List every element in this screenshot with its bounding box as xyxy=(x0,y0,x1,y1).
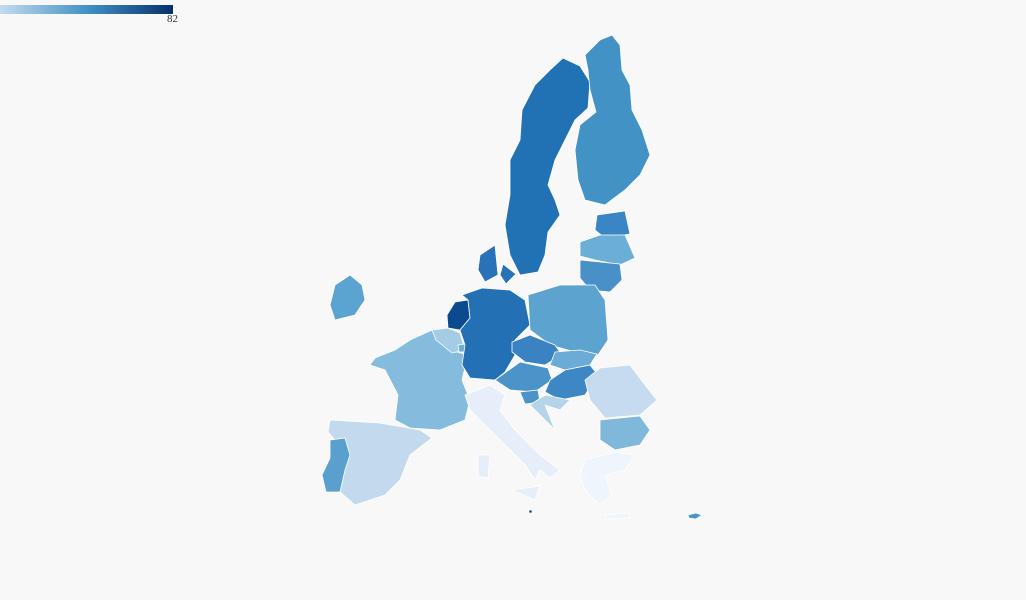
region-finland[interactable] xyxy=(574,34,651,206)
region-croatia[interactable] xyxy=(529,394,571,431)
legend-max-label: 82 xyxy=(167,13,178,25)
region-estonia[interactable] xyxy=(594,210,631,239)
region-malta[interactable] xyxy=(528,509,533,514)
region-sweden[interactable] xyxy=(504,57,591,276)
region-crete[interactable] xyxy=(604,512,631,520)
region-greece[interactable] xyxy=(579,451,636,506)
region-bulgaria[interactable] xyxy=(599,415,651,451)
region-portugal[interactable] xyxy=(321,437,351,493)
region-denmark[interactable] xyxy=(477,244,499,283)
region-france[interactable] xyxy=(369,329,471,431)
color-scale-legend xyxy=(0,5,173,14)
region-sicily[interactable] xyxy=(510,485,541,501)
region-romania[interactable] xyxy=(584,364,658,419)
region-latvia[interactable] xyxy=(579,234,636,266)
region-sardinia[interactable] xyxy=(477,454,491,479)
region-denmark-islands[interactable] xyxy=(499,263,517,285)
region-cyprus[interactable] xyxy=(687,512,703,520)
region-italy[interactable] xyxy=(464,384,561,481)
region-lithuania[interactable] xyxy=(579,259,623,293)
region-ireland[interactable] xyxy=(329,274,366,321)
region-poland[interactable] xyxy=(527,284,609,356)
